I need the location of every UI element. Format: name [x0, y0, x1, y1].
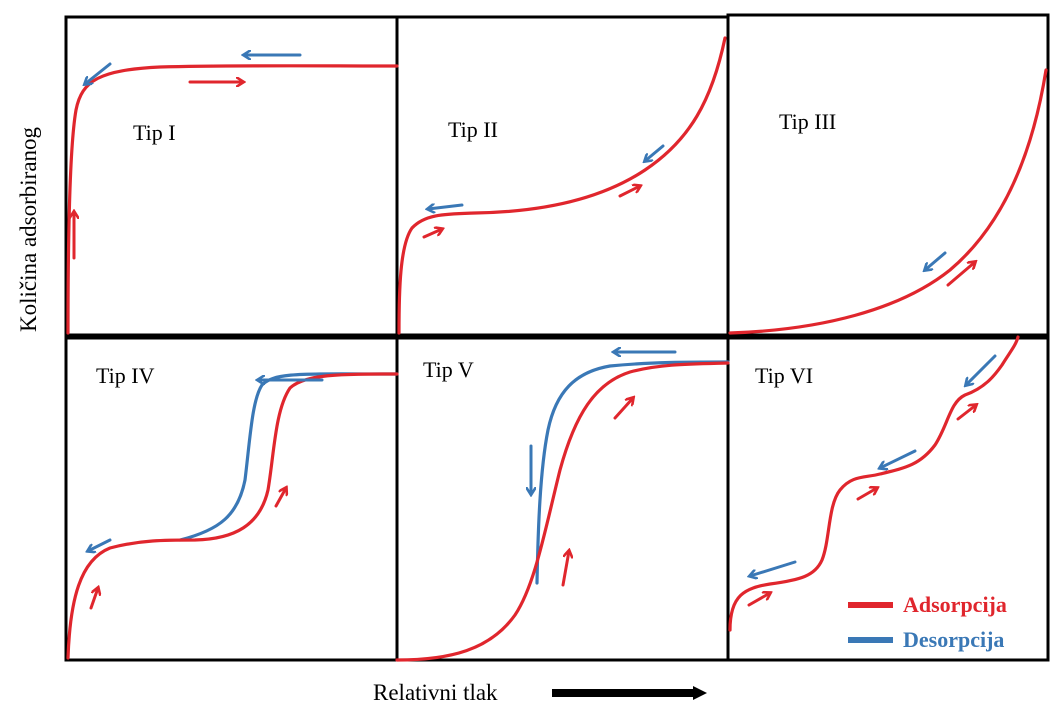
adsorption-arrow: [956, 405, 976, 421]
x-axis-label: Relativni tlak: [373, 680, 498, 705]
adsorption-arrow: [422, 229, 442, 239]
desorption-curve: [178, 372, 399, 542]
y-axis-label: Količina adsorbiranog: [16, 126, 41, 332]
desorption-arrow: [645, 144, 665, 161]
adsorption-curve: [66, 372, 399, 660]
adsorption-arrow: [856, 488, 877, 501]
panel-label: Tip VI: [755, 363, 813, 388]
panel-tip-3: Tip III: [728, 68, 1048, 335]
desorption-arrow: [925, 251, 947, 270]
panel-label: Tip III: [779, 109, 836, 134]
adsorption-arrow: [274, 488, 286, 508]
adsorption-arrow: [747, 593, 770, 607]
desorption-arrow: [85, 62, 112, 84]
panel-label: Tip V: [423, 357, 474, 382]
panel-label: Tip II: [448, 117, 498, 142]
adsorption-arrow: [946, 262, 975, 287]
adsorption-curve: [66, 64, 399, 335]
desorption-curve: [535, 360, 730, 585]
panel-tip-1: Tip I: [66, 55, 399, 335]
adsorption-arrow: [613, 398, 633, 420]
adsorption-curve: [728, 68, 1048, 335]
adsorption-arrow: [561, 551, 569, 587]
desorption-arrow: [880, 449, 917, 468]
legend-label-desorption: Desorpcija: [903, 627, 1004, 652]
panel-tip-2: Tip II: [397, 36, 727, 335]
desorption-arrow: [428, 205, 464, 209]
desorption-arrow: [966, 354, 997, 385]
legend-label-adsorption: Adsorpcija: [903, 592, 1007, 617]
panel-tip-4: Tip IV: [66, 363, 399, 660]
panel-label: Tip IV: [96, 363, 155, 388]
panel-tip-5: Tip V: [395, 352, 730, 662]
panel-label: Tip I: [133, 120, 176, 145]
adsorption-arrow: [89, 588, 98, 610]
panel-frame-tip-6: [726, 336, 1050, 662]
adsorption-curve: [395, 361, 730, 662]
desorption-arrow: [750, 560, 797, 576]
panel-frame-tip-5: [395, 336, 730, 662]
adsorption-curve: [397, 36, 727, 335]
legend: Adsorpcija Desorpcija: [848, 592, 1007, 652]
adsorption-arrow: [618, 186, 640, 198]
adsorption-curve: [728, 335, 1020, 632]
panel-tip-6: Tip VI: [728, 335, 1020, 632]
panel-frame-tip-3: [726, 13, 1050, 337]
desorption-arrow: [88, 538, 112, 551]
panel-frame-tip-2: [395, 15, 730, 337]
